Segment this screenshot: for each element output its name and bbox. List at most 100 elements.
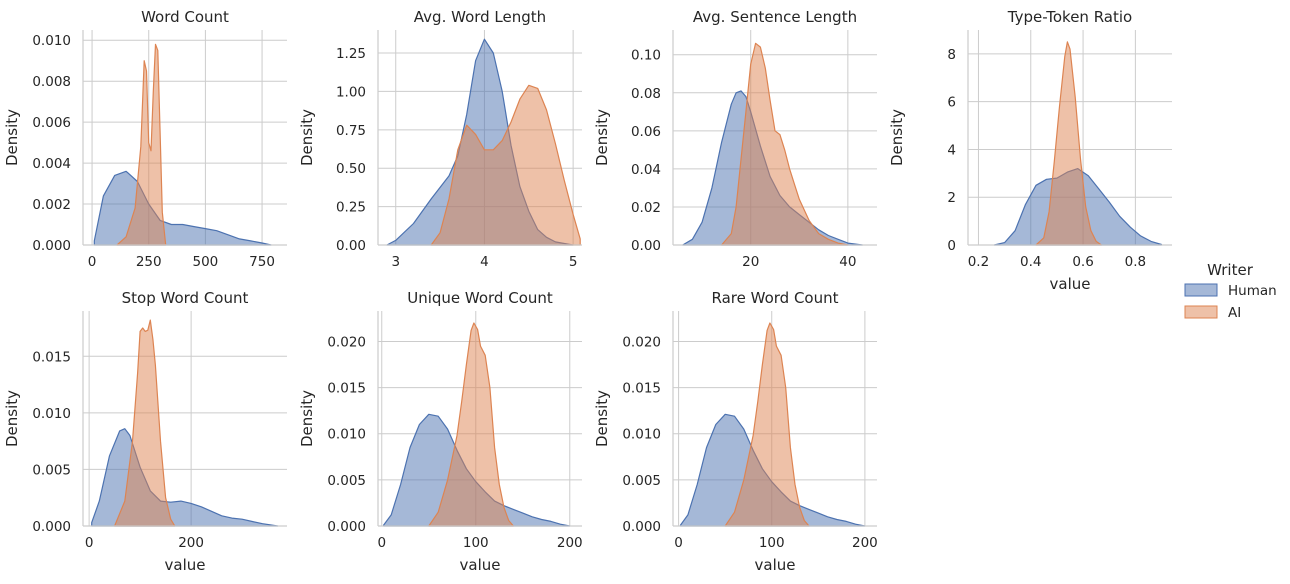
x-tick-label: 200 bbox=[178, 535, 204, 551]
y-axis-label: Density bbox=[298, 390, 316, 447]
density-area-ai bbox=[721, 42, 849, 246]
y-tick-label: 0 bbox=[947, 238, 956, 254]
facet-title: Avg. Sentence Length bbox=[693, 8, 857, 26]
legend: Writer Human AI bbox=[1184, 261, 1277, 321]
y-tick-label: 0.004 bbox=[32, 156, 71, 172]
x-tick-label: 750 bbox=[249, 254, 275, 270]
x-tick-label: 200 bbox=[557, 535, 583, 551]
x-tick-label: 0.8 bbox=[1125, 254, 1146, 270]
y-tick-label: 0.010 bbox=[32, 33, 71, 49]
legend-swatch-human bbox=[1184, 283, 1218, 297]
y-tick-label: 0.00 bbox=[631, 238, 661, 254]
x-tick-label: 100 bbox=[759, 535, 785, 551]
y-tick-label: 0.008 bbox=[32, 74, 71, 90]
x-tick-label: 3 bbox=[391, 254, 400, 270]
facet-6: 0.000 0.005 0.010 0.015 0.020 0 100 200 Unique W… bbox=[298, 289, 583, 574]
y-tick-label: 6 bbox=[947, 95, 956, 111]
density-area-ai bbox=[430, 84, 581, 246]
y-tick-label: 0.015 bbox=[327, 381, 366, 397]
y-tick-label: 1.25 bbox=[336, 46, 366, 62]
y-tick-label: 0.000 bbox=[622, 519, 661, 535]
y-axis-label: Density bbox=[3, 390, 21, 447]
y-tick-label: 0.002 bbox=[32, 197, 71, 213]
density-area-ai bbox=[114, 319, 176, 527]
legend-label-human: Human bbox=[1228, 283, 1277, 299]
facet-4: 0 2 4 6 8 0.2 0.4 0.6 0.8 Type-Token Ratio Density… bbox=[888, 8, 1172, 293]
y-tick-label: 0.010 bbox=[327, 427, 366, 443]
x-axis-label: value bbox=[1050, 275, 1091, 293]
facet-title: Avg. Word Length bbox=[414, 8, 546, 26]
y-tick-label: 0.50 bbox=[336, 161, 366, 177]
x-tick-label: 0.2 bbox=[968, 254, 989, 270]
y-tick-label: 0.005 bbox=[327, 473, 366, 489]
legend-swatch-ai bbox=[1184, 305, 1218, 319]
facet-title: Stop Word Count bbox=[122, 289, 249, 307]
y-tick-label: 0.010 bbox=[622, 427, 661, 443]
y-tick-label: 0.000 bbox=[32, 238, 71, 254]
x-tick-label: 4 bbox=[480, 254, 489, 270]
y-tick-label: 0.020 bbox=[327, 334, 366, 350]
y-tick-label: 0.006 bbox=[32, 115, 71, 131]
y-tick-label: 0.020 bbox=[622, 334, 661, 350]
facet-title: Rare Word Count bbox=[712, 289, 839, 307]
facet-5: 0.000 0.005 0.010 0.015 0 200 Stop Word Count D… bbox=[3, 289, 287, 574]
facet-title: Type-Token Ratio bbox=[1007, 8, 1132, 26]
y-tick-label: 4 bbox=[947, 142, 956, 158]
y-tick-label: 0.04 bbox=[631, 162, 661, 178]
x-tick-label: 500 bbox=[193, 254, 219, 270]
x-tick-label: 0.6 bbox=[1072, 254, 1093, 270]
y-tick-label: 2 bbox=[947, 190, 956, 206]
y-tick-label: 0.25 bbox=[336, 200, 366, 216]
y-axis-label: Density bbox=[593, 109, 611, 166]
x-axis-label: value bbox=[755, 556, 796, 574]
y-tick-label: 1.00 bbox=[336, 84, 366, 100]
y-axis-label: Density bbox=[298, 109, 316, 166]
y-tick-label: 0.02 bbox=[631, 200, 661, 216]
y-axis-label: Density bbox=[593, 390, 611, 447]
y-tick-label: 0.000 bbox=[327, 519, 366, 535]
x-tick-label: 0 bbox=[85, 535, 94, 551]
y-tick-label: 0.06 bbox=[631, 124, 661, 140]
y-tick-label: 0.75 bbox=[336, 123, 366, 139]
facet-title: Unique Word Count bbox=[407, 289, 553, 307]
density-area-ai bbox=[1035, 41, 1102, 246]
y-tick-label: 0.000 bbox=[32, 519, 71, 535]
facet-3: 0.00 0.02 0.04 0.06 0.08 0.10 20 40 Avg. Sentenc… bbox=[593, 8, 877, 270]
facet-1: 0.000 0.002 0.004 0.006 0.008 0.010 0 250 500 750… bbox=[3, 8, 287, 270]
x-axis-label: value bbox=[460, 556, 501, 574]
legend-label-ai: AI bbox=[1228, 305, 1241, 321]
x-tick-label: 0.4 bbox=[1020, 254, 1041, 270]
x-tick-label: 40 bbox=[839, 254, 856, 270]
y-tick-label: 0.005 bbox=[622, 473, 661, 489]
y-axis-label: Density bbox=[3, 109, 21, 166]
density-area-human bbox=[91, 428, 279, 527]
density-area-ai bbox=[724, 322, 810, 527]
facet-2: 0.00 0.25 0.50 0.75 1.00 1.25 3 4 5 Avg. Word Len… bbox=[298, 8, 582, 270]
x-tick-label: 0 bbox=[674, 535, 683, 551]
x-tick-label: 100 bbox=[463, 535, 489, 551]
y-tick-label: 0.015 bbox=[622, 381, 661, 397]
x-tick-label: 5 bbox=[569, 254, 578, 270]
y-tick-label: 8 bbox=[947, 47, 956, 63]
x-tick-label: 200 bbox=[852, 535, 878, 551]
density-area-ai bbox=[428, 322, 514, 527]
y-tick-label: 0.10 bbox=[631, 48, 661, 64]
x-axis-label: value bbox=[165, 556, 206, 574]
y-tick-label: 0.00 bbox=[336, 238, 366, 254]
density-area-ai bbox=[116, 43, 167, 246]
x-tick-label: 250 bbox=[136, 254, 162, 270]
y-tick-label: 0.010 bbox=[32, 406, 71, 422]
y-axis-label: Density bbox=[888, 109, 906, 166]
x-tick-label: 20 bbox=[742, 254, 759, 270]
legend-title: Writer bbox=[1207, 261, 1254, 279]
y-tick-label: 0.005 bbox=[32, 462, 71, 478]
density-area-human bbox=[93, 170, 272, 246]
facet-title: Word Count bbox=[141, 8, 229, 26]
facet-7: 0.000 0.005 0.010 0.015 0.020 0 100 200 Rare Wor… bbox=[593, 289, 878, 574]
y-tick-label: 0.08 bbox=[631, 86, 661, 102]
x-tick-label: 0 bbox=[377, 535, 386, 551]
y-tick-label: 0.015 bbox=[32, 349, 71, 365]
x-tick-label: 0 bbox=[88, 254, 97, 270]
